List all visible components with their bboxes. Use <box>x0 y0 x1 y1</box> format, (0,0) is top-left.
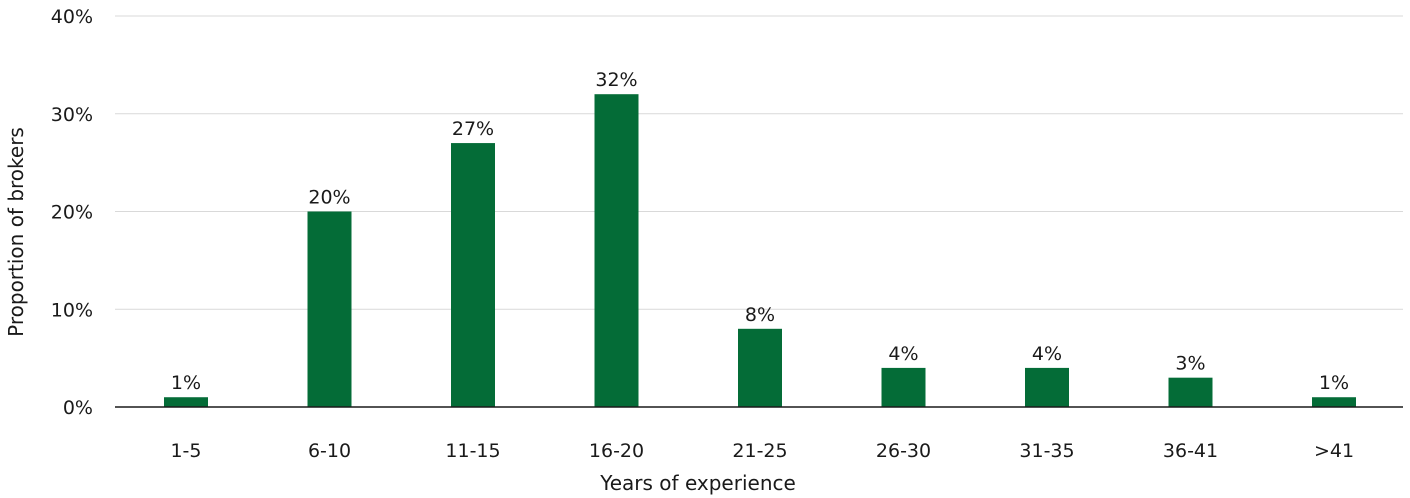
bar <box>1168 377 1213 407</box>
bar <box>1312 397 1356 407</box>
x-tick-label: >41 <box>1314 440 1354 462</box>
x-tick-label: 11-15 <box>445 440 500 462</box>
y-tick-label: 0% <box>63 397 93 419</box>
x-axis-ticks: 1-5 6-10 11-15 16-20 21-25 26-30 31-35 36-41 >41 <box>170 440 1354 462</box>
bar <box>307 211 352 407</box>
data-label: 1% <box>1319 372 1349 394</box>
bar <box>164 397 208 407</box>
data-label: 32% <box>595 69 637 91</box>
y-tick-label: 30% <box>51 104 93 126</box>
bars <box>164 94 1356 407</box>
data-labels: 1% 20% 27% 32% 8% 4% 4% 3% 1% <box>171 69 1349 394</box>
data-label: 1% <box>171 372 201 394</box>
data-label: 4% <box>1032 343 1062 365</box>
bar <box>594 94 639 407</box>
x-tick-label: 6-10 <box>308 440 351 462</box>
data-label: 27% <box>452 118 494 140</box>
x-tick-label: 31-35 <box>1019 440 1074 462</box>
bar <box>1025 367 1069 407</box>
x-tick-label: 21-25 <box>732 440 787 462</box>
y-tick-label: 40% <box>51 6 93 28</box>
bar <box>738 328 782 407</box>
bar <box>881 367 926 407</box>
x-tick-label: 16-20 <box>589 440 644 462</box>
bar <box>451 143 495 407</box>
data-label: 3% <box>1175 353 1205 375</box>
y-axis-ticks: 0% 10% 20% 30% 40% <box>51 6 93 419</box>
data-label: 4% <box>888 343 918 365</box>
y-tick-label: 10% <box>51 299 93 321</box>
x-tick-label: 1-5 <box>170 440 201 462</box>
y-tick-label: 20% <box>51 202 93 224</box>
data-label: 8% <box>745 304 775 326</box>
x-tick-label: 36-41 <box>1163 440 1218 462</box>
x-axis-title: Years of experience <box>599 471 796 495</box>
y-axis-title: Proportion of brokers <box>4 127 28 337</box>
data-label: 20% <box>308 187 350 209</box>
x-tick-label: 26-30 <box>876 440 931 462</box>
